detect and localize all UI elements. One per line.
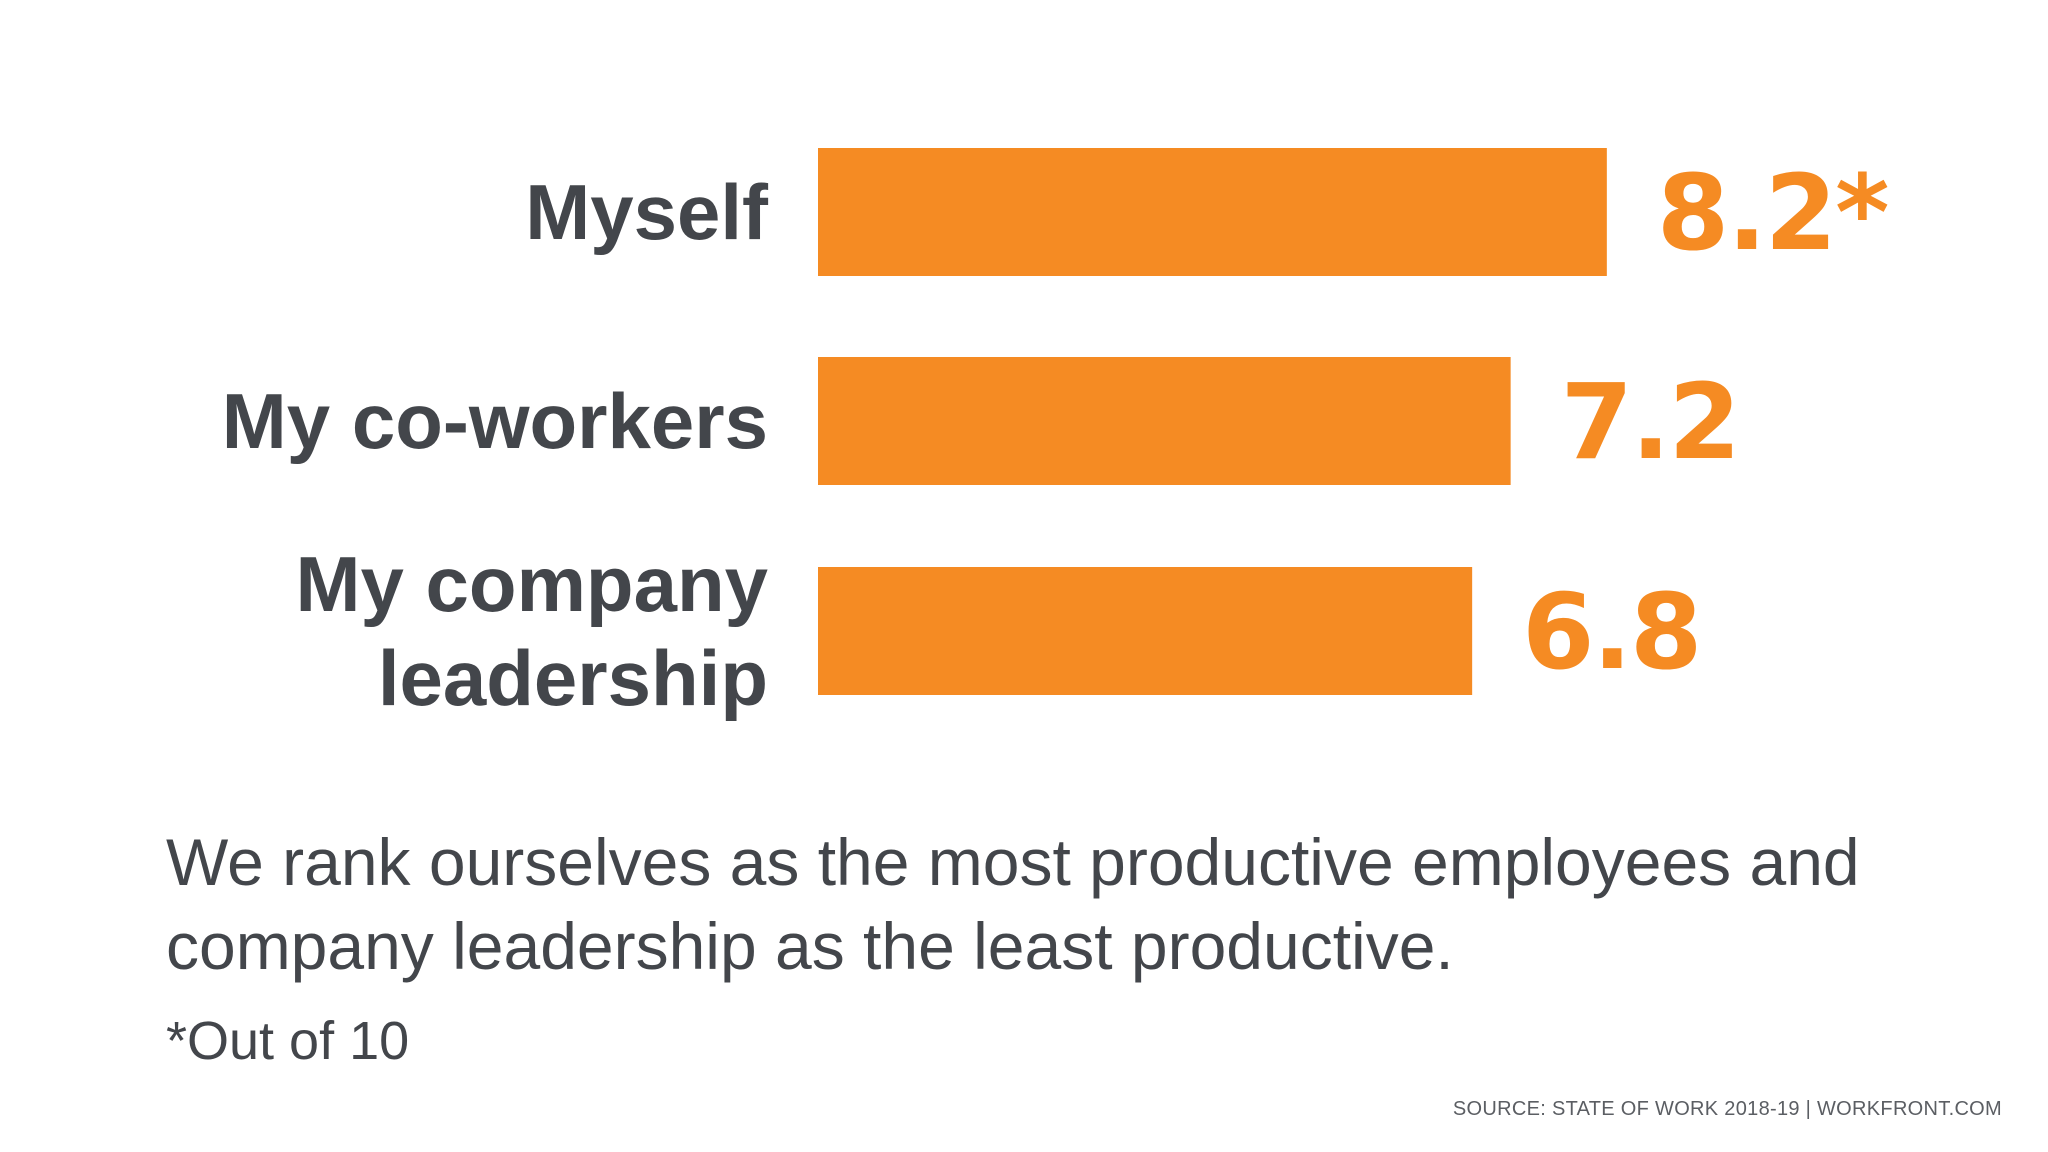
bar-chart-svg: 8.2* Myself 7.2 My co-workers 6.8 My company l… (222, 148, 1890, 722)
value-label-2: 7.2 (1561, 361, 1739, 483)
category-label-line: My co-workers (222, 377, 768, 465)
category-label-3: My company leadership (296, 540, 768, 722)
footnote: *Out of 10 (166, 1011, 410, 1071)
category-label-1: Myself (525, 168, 769, 256)
category-label-line: Myself (525, 168, 769, 256)
category-label-2: My co-workers (222, 377, 768, 465)
bar-chart: 8.2* Myself 7.2 My co-workers 6.8 My company l… (222, 148, 1890, 722)
category-label-line: My company (296, 540, 768, 628)
bar-2 (818, 357, 1511, 485)
bar-1 (818, 148, 1607, 276)
value-label-3: 6.8 (1522, 571, 1700, 693)
bar-3 (818, 567, 1473, 695)
category-label-line: leadership (378, 634, 768, 722)
source-credit: SOURCE: STATE OF WORK 2018-19 | WORKFRON… (1452, 1098, 2002, 1120)
value-label-1: 8.2* (1657, 152, 1888, 274)
chart-caption: We rank ourselves as the most productive… (166, 825, 1860, 983)
